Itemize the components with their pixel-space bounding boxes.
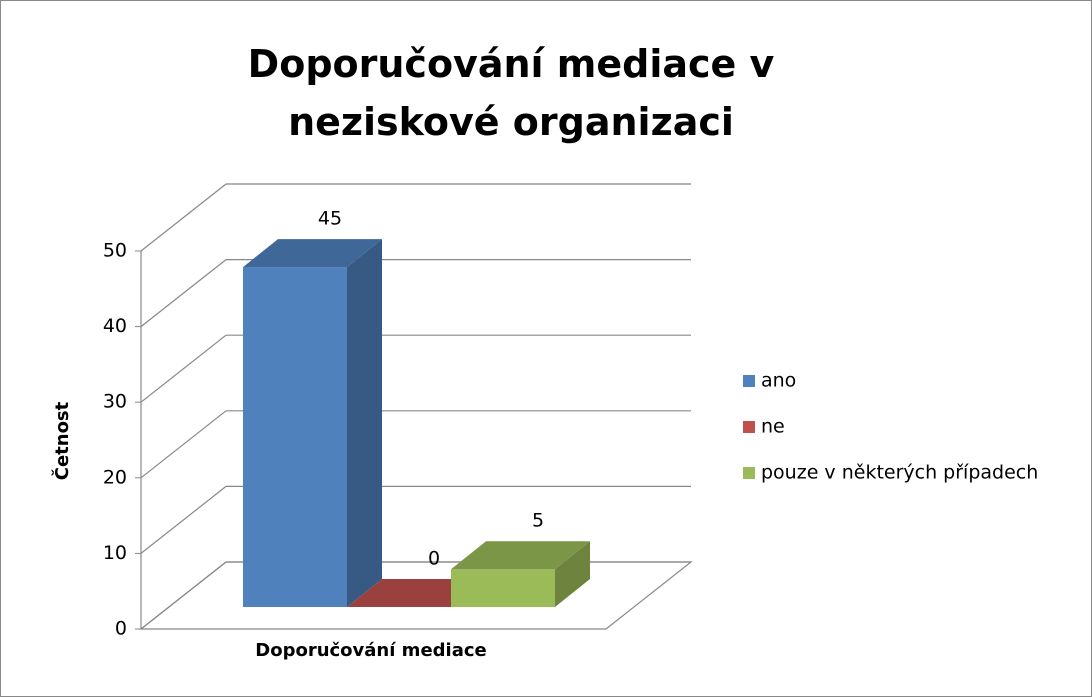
- legend-label: pouze v některých případech: [761, 462, 1038, 484]
- bar-top: [243, 239, 382, 268]
- grid-line: [140, 485, 227, 554]
- bar: [451, 569, 555, 607]
- legend-label: ne: [761, 416, 785, 438]
- grid-line: [140, 561, 227, 630]
- y-tick-label: 0: [115, 618, 127, 640]
- bar-side: [555, 541, 590, 607]
- legend-swatch: [743, 421, 755, 433]
- grid-line: [140, 410, 227, 479]
- legend-swatch: [743, 467, 755, 479]
- grid-line: [140, 259, 227, 328]
- data-label: 5: [532, 510, 544, 532]
- y-tick-label: 50: [103, 240, 127, 262]
- data-label: 45: [318, 208, 342, 230]
- x-axis-label: Doporučování mediace: [255, 640, 486, 661]
- y-tick-label: 40: [103, 315, 127, 337]
- y-tick-label: 20: [103, 466, 127, 488]
- y-axis-label: Četnost: [51, 401, 73, 480]
- legend-swatch: [743, 375, 755, 387]
- legend-label: ano: [761, 370, 796, 392]
- chart-title: Doporučování mediace v neziskové organiz…: [247, 42, 775, 144]
- bar-side: [347, 239, 382, 608]
- y-tick-label: 10: [103, 542, 127, 564]
- y-tick-label: 30: [103, 391, 127, 413]
- data-label: 0: [428, 548, 440, 570]
- grid-line: [140, 334, 227, 403]
- grid-line: [140, 183, 227, 252]
- bar-top: [451, 541, 590, 570]
- bar: [243, 267, 347, 607]
